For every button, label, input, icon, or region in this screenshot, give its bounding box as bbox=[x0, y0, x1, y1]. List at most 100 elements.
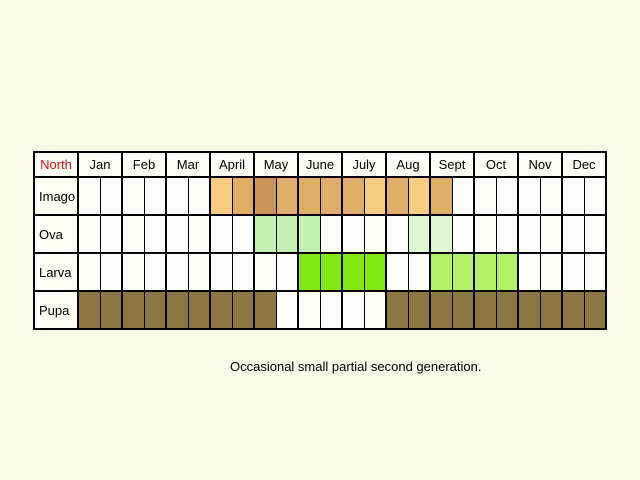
month-cell bbox=[561, 290, 607, 330]
half-month-cell bbox=[495, 254, 517, 290]
hemisphere-label: North bbox=[33, 151, 79, 178]
month-cell bbox=[297, 252, 343, 292]
month-cell bbox=[77, 252, 123, 292]
half-month-cell bbox=[583, 178, 605, 214]
half-month-cell bbox=[275, 254, 297, 290]
half-month-cell bbox=[123, 178, 144, 214]
half-month-cell bbox=[187, 178, 209, 214]
half-month-cell bbox=[255, 292, 276, 328]
month-cell bbox=[253, 214, 299, 254]
month-cell bbox=[473, 214, 519, 254]
half-month-cell bbox=[187, 216, 209, 252]
month-cell bbox=[297, 290, 343, 330]
half-month-cell bbox=[231, 178, 253, 214]
half-month-cell bbox=[343, 254, 364, 290]
month-cell bbox=[561, 214, 607, 254]
half-month-cell bbox=[275, 178, 297, 214]
month-cell bbox=[341, 290, 387, 330]
half-month-cell bbox=[319, 254, 341, 290]
month-cell bbox=[561, 176, 607, 216]
half-month-cell bbox=[451, 292, 473, 328]
month-cell bbox=[517, 214, 563, 254]
half-month-cell bbox=[211, 254, 232, 290]
month-header: Dec bbox=[561, 151, 607, 178]
stage-label: Pupa bbox=[33, 290, 79, 330]
half-month-cell bbox=[583, 292, 605, 328]
half-month-cell bbox=[407, 178, 429, 214]
month-header: Sept bbox=[429, 151, 475, 178]
half-month-cell bbox=[475, 216, 496, 252]
half-month-cell bbox=[255, 178, 276, 214]
half-month-cell bbox=[211, 216, 232, 252]
month-cell bbox=[77, 290, 123, 330]
half-month-cell bbox=[99, 216, 121, 252]
half-month-cell bbox=[407, 216, 429, 252]
half-month-cell bbox=[539, 292, 561, 328]
half-month-cell bbox=[79, 216, 100, 252]
half-month-cell bbox=[299, 254, 320, 290]
half-month-cell bbox=[475, 178, 496, 214]
month-cell bbox=[429, 290, 475, 330]
half-month-cell bbox=[475, 292, 496, 328]
half-month-cell bbox=[167, 254, 188, 290]
stage-row-ova: Ova bbox=[33, 214, 607, 254]
half-month-cell bbox=[143, 292, 165, 328]
month-cell bbox=[517, 176, 563, 216]
month-cell bbox=[297, 214, 343, 254]
month-cell bbox=[77, 176, 123, 216]
month-cell bbox=[121, 252, 167, 292]
month-cell bbox=[165, 176, 211, 216]
stage-row-imago: Imago bbox=[33, 176, 607, 216]
half-month-cell bbox=[143, 254, 165, 290]
month-cell bbox=[253, 290, 299, 330]
half-month-cell bbox=[387, 216, 408, 252]
half-month-cell bbox=[123, 292, 144, 328]
half-month-cell bbox=[431, 254, 452, 290]
half-month-cell bbox=[79, 178, 100, 214]
half-month-cell bbox=[211, 178, 232, 214]
half-month-cell bbox=[431, 178, 452, 214]
half-month-cell bbox=[583, 254, 605, 290]
half-month-cell bbox=[231, 216, 253, 252]
half-month-cell bbox=[451, 216, 473, 252]
month-cell bbox=[473, 252, 519, 292]
month-cell bbox=[253, 176, 299, 216]
half-month-cell bbox=[187, 292, 209, 328]
month-header: Jan bbox=[77, 151, 123, 178]
half-month-cell bbox=[495, 292, 517, 328]
month-cell bbox=[385, 290, 431, 330]
half-month-cell bbox=[299, 178, 320, 214]
half-month-cell bbox=[187, 254, 209, 290]
half-month-cell bbox=[563, 216, 584, 252]
half-month-cell bbox=[519, 216, 540, 252]
half-month-cell bbox=[519, 292, 540, 328]
stage-rows: Imago Ova Larva Pupa bbox=[33, 176, 607, 330]
half-month-cell bbox=[539, 216, 561, 252]
month-header: Aug bbox=[385, 151, 431, 178]
half-month-cell bbox=[343, 178, 364, 214]
half-month-cell bbox=[451, 254, 473, 290]
half-month-cell bbox=[99, 292, 121, 328]
month-header: July bbox=[341, 151, 387, 178]
half-month-cell bbox=[363, 292, 385, 328]
month-cell bbox=[341, 214, 387, 254]
half-month-cell bbox=[275, 292, 297, 328]
month-header: May bbox=[253, 151, 299, 178]
month-cell bbox=[473, 176, 519, 216]
half-month-cell bbox=[539, 254, 561, 290]
month-cell bbox=[77, 214, 123, 254]
half-month-cell bbox=[451, 178, 473, 214]
half-month-cell bbox=[563, 178, 584, 214]
footnote: Occasional small partial second generati… bbox=[230, 359, 482, 374]
month-header: April bbox=[209, 151, 255, 178]
half-month-cell bbox=[343, 292, 364, 328]
half-month-cell bbox=[143, 178, 165, 214]
half-month-cell bbox=[299, 216, 320, 252]
half-month-cell bbox=[343, 216, 364, 252]
half-month-cell bbox=[231, 292, 253, 328]
month-header: Feb bbox=[121, 151, 167, 178]
half-month-cell bbox=[563, 292, 584, 328]
half-month-cell bbox=[319, 216, 341, 252]
half-month-cell bbox=[319, 292, 341, 328]
half-month-cell bbox=[363, 216, 385, 252]
